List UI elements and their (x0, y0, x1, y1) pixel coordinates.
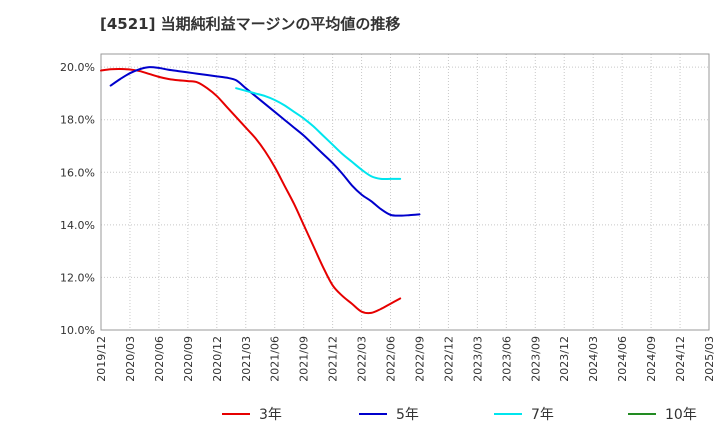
x-tick-label: 2024/06 (616, 336, 629, 382)
x-tick-label: 2022/09 (413, 336, 426, 382)
x-tick-label: 2021/12 (327, 336, 340, 382)
legend-label: 7年 (531, 407, 554, 423)
x-tick-label: 2025/03 (703, 336, 716, 382)
x-tick-label: 2024/03 (587, 336, 600, 382)
x-tick-label: 2019/12 (95, 336, 108, 382)
x-tick-label: 2024/09 (645, 336, 658, 382)
x-tick-label: 2020/09 (182, 336, 195, 382)
series-line (235, 87, 402, 181)
legend-label: 10年 (665, 407, 697, 423)
series-line (109, 66, 421, 217)
x-tick-label: 2021/03 (240, 336, 253, 382)
x-tick-label: 2024/12 (674, 336, 687, 382)
x-tick-label: 2021/09 (298, 336, 311, 382)
x-tick-label: 2022/12 (442, 336, 455, 382)
plot-frame (100, 53, 710, 331)
x-tick-label: 2023/06 (500, 336, 513, 382)
x-tick-label: 2020/06 (153, 336, 166, 382)
y-tick-label: 14.0% (60, 219, 95, 232)
y-tick-label: 20.0% (60, 61, 95, 74)
y-tick-label: 18.0% (60, 114, 95, 127)
legend-label: 5年 (396, 407, 419, 423)
x-tick-label: 2020/12 (211, 336, 224, 382)
x-tick-label: 2023/03 (471, 336, 484, 382)
series-line (100, 67, 402, 315)
x-tick-label: 2021/06 (269, 336, 282, 382)
x-tick-label: 2022/03 (356, 336, 369, 382)
x-tick-label: 2023/09 (529, 336, 542, 382)
y-tick-label: 12.0% (60, 271, 95, 284)
chart-title: [4521] 当期純利益マージンの平均値の推移 (100, 15, 401, 33)
x-tick-label: 2020/03 (124, 336, 137, 382)
y-tick-label: 16.0% (60, 166, 95, 179)
x-tick-label: 2023/12 (558, 336, 571, 382)
legend-label: 3年 (259, 407, 282, 423)
y-tick-label: 10.0% (60, 324, 95, 337)
x-tick-label: 2022/06 (385, 336, 398, 382)
